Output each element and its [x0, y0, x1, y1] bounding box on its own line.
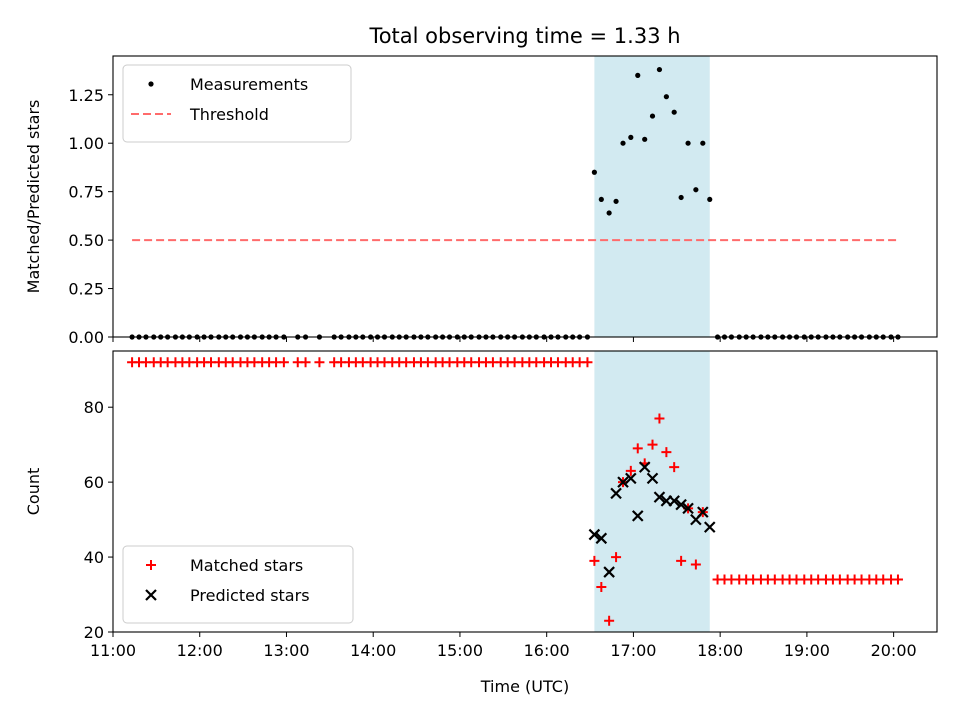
plot-frame	[112, 55, 938, 338]
legend-entry-label: Predicted stars	[190, 586, 310, 605]
data-point	[620, 140, 626, 146]
shaded-interval	[594, 56, 710, 337]
x-tick-label: 14:00	[350, 641, 396, 660]
data-point	[668, 495, 680, 507]
x-tick-label: 15:00	[437, 641, 483, 660]
y-tick-label: 1.00	[68, 134, 104, 153]
data-point	[625, 472, 637, 485]
data-point	[278, 357, 289, 368]
figure-title: Total observing time = 1.33 h	[368, 24, 680, 48]
data-point	[603, 566, 615, 578]
y-tick-label: 40	[84, 548, 104, 567]
x-tick-label: 12:00	[177, 641, 223, 660]
x-tick-label: 11:00	[90, 641, 136, 660]
data-point	[635, 72, 641, 78]
data-point	[617, 476, 629, 488]
bottom-panel: 11:00 12:00 13:00 14:00 15:00 16:00 17:00 18:00…	[24, 350, 938, 696]
data-point	[611, 552, 622, 563]
data-point	[610, 487, 622, 500]
data-point	[642, 136, 648, 142]
data-point	[625, 465, 636, 476]
y-tick-label: 60	[84, 473, 104, 492]
data-point	[663, 94, 669, 100]
x-tick-label: 13:00	[263, 641, 309, 660]
data-point	[676, 555, 687, 566]
legend-entry-label: Matched stars	[190, 556, 303, 575]
x-tick-label: 16:00	[524, 641, 570, 660]
data-point	[707, 196, 713, 203]
data-point	[892, 574, 903, 585]
data-point	[604, 615, 615, 626]
y-tick-label: 80	[84, 398, 104, 417]
data-point	[300, 357, 311, 368]
legend: Measurements Threshold	[122, 64, 352, 143]
data-point	[613, 198, 619, 204]
data-point	[682, 502, 694, 515]
x-tick-label: 19:00	[784, 641, 830, 660]
y-axis-label: Count	[24, 468, 43, 516]
legend-box	[122, 545, 354, 624]
data-point	[654, 413, 665, 424]
data-point	[703, 521, 716, 533]
legend-box	[122, 64, 352, 143]
data-point	[631, 510, 644, 522]
y-tick-label: 0.50	[68, 231, 104, 250]
data-point	[671, 109, 677, 115]
x-tick-label: 17:00	[610, 641, 656, 660]
series-matched-stars	[127, 357, 903, 626]
legend-entry-label: Threshold	[189, 105, 269, 124]
legend-entry-label: Measurements	[190, 75, 308, 94]
data-point	[647, 439, 658, 450]
data-point	[661, 447, 672, 458]
data-point	[649, 113, 656, 119]
x-axis-label: Time (UTC)	[480, 677, 569, 696]
x-tick-label: 18:00	[697, 641, 743, 660]
data-point	[653, 491, 666, 503]
data-point	[685, 140, 691, 146]
data-point	[591, 169, 597, 175]
data-point	[598, 196, 604, 203]
x-tick-label: 20:00	[871, 641, 917, 660]
data-point	[589, 555, 600, 566]
data-point	[596, 582, 607, 593]
data-point	[606, 210, 612, 216]
y-axis-label: Matched/Predicted stars	[24, 100, 43, 294]
series-predicted-stars	[588, 461, 716, 578]
data-point	[693, 187, 699, 193]
data-point	[595, 532, 608, 545]
legend-marker	[146, 560, 156, 570]
y-tick-label: 0.00	[68, 328, 104, 347]
data-point	[314, 357, 325, 368]
data-point	[588, 528, 601, 541]
y-tick-label: 0.25	[68, 280, 104, 299]
data-point	[656, 66, 663, 73]
data-point	[669, 462, 680, 473]
data-point	[697, 506, 709, 518]
data-point	[582, 357, 593, 368]
y-tick-label: 0.75	[68, 183, 104, 202]
data-point	[638, 461, 651, 473]
data-point	[646, 472, 659, 485]
y-tick-label: 1.25	[68, 86, 104, 105]
data-point	[628, 134, 634, 140]
shaded-interval	[594, 351, 710, 632]
data-point	[632, 443, 643, 454]
top-panel: 0.00 0.25 0.50 0.75 1.00 1.25 Matched/Predicte…	[24, 55, 938, 347]
data-point	[700, 140, 706, 146]
legend-marker	[145, 589, 157, 601]
legend-marker	[148, 81, 154, 87]
y-tick-label: 20	[84, 623, 104, 642]
data-point	[690, 559, 701, 570]
legend: Matched stars Predicted stars	[122, 545, 354, 624]
data-point	[678, 194, 684, 201]
plot-frame	[112, 350, 938, 633]
data-point	[675, 498, 687, 511]
